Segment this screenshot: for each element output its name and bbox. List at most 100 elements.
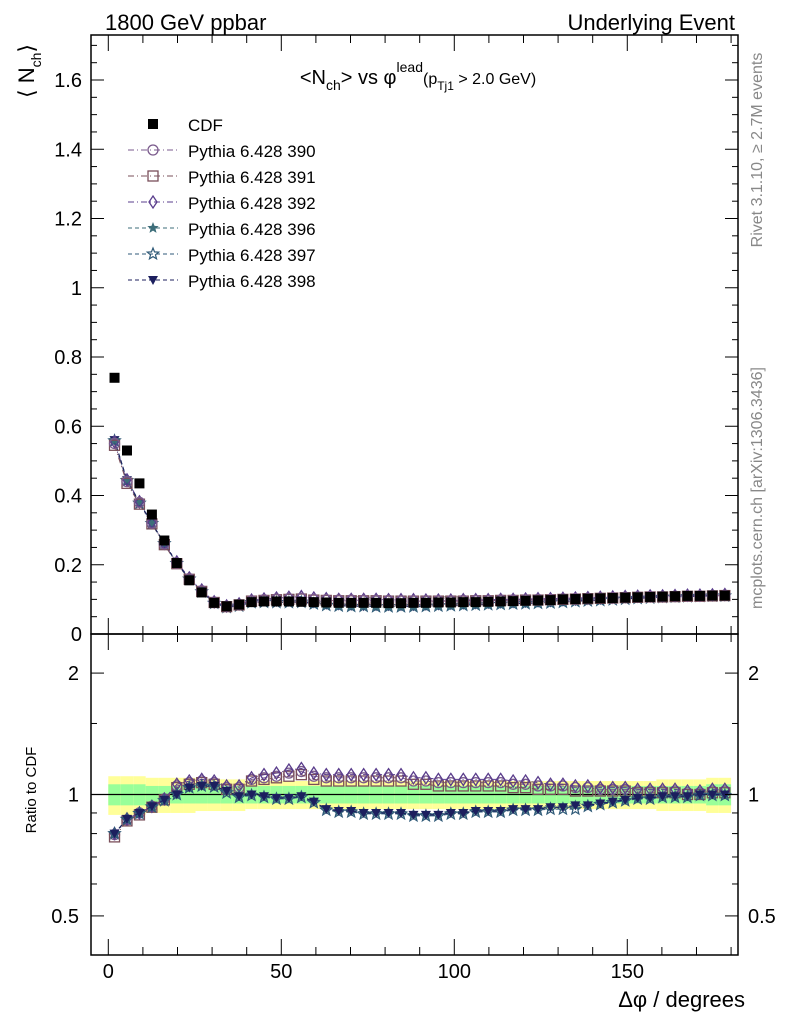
y-tick-label: 1.6 bbox=[54, 70, 82, 92]
ratio-point bbox=[620, 795, 631, 805]
ratio-point bbox=[570, 778, 581, 794]
ratio-point bbox=[445, 780, 457, 792]
ratio-point bbox=[682, 792, 693, 802]
data-point bbox=[632, 592, 643, 603]
data-point bbox=[533, 595, 544, 606]
data-point bbox=[719, 590, 730, 601]
ratio-point bbox=[321, 767, 332, 782]
ratio-point bbox=[159, 795, 170, 805]
ratio-point bbox=[520, 773, 531, 789]
ratio-point bbox=[346, 807, 357, 817]
ratio-point bbox=[520, 805, 531, 815]
side-label-rivet: Rivet 3.1.10, ≥ 2.7M events bbox=[749, 53, 766, 248]
ratio-point bbox=[383, 767, 394, 782]
ratio-point bbox=[558, 777, 568, 792]
series-line bbox=[114, 443, 725, 607]
legend: CDF Pythia 6.428 390 Pythia 6.428 391 Pythi… bbox=[128, 116, 316, 291]
ratio-y-tick-label-right: 2 bbox=[748, 663, 759, 685]
ratio-point bbox=[470, 780, 482, 792]
ratio-point bbox=[308, 773, 320, 786]
ratio-point bbox=[694, 790, 705, 800]
ratio-point bbox=[309, 765, 319, 781]
ratio-point bbox=[457, 780, 469, 792]
legend-marker bbox=[147, 144, 159, 156]
ratio-point bbox=[258, 792, 269, 802]
ratio-point bbox=[321, 805, 332, 815]
main-panel-marks bbox=[107, 372, 733, 614]
data-point bbox=[620, 592, 631, 603]
ratio-point bbox=[445, 808, 456, 818]
ratio-point bbox=[234, 792, 245, 802]
y-tick-label: 1.4 bbox=[54, 139, 82, 161]
legend-label: Pythia 6.428 396 bbox=[188, 220, 316, 239]
ratio-point bbox=[358, 767, 369, 782]
series-6 bbox=[114, 439, 725, 608]
data-point bbox=[508, 596, 519, 607]
ratio-point bbox=[432, 780, 445, 792]
title-mid: > vs φ bbox=[341, 67, 397, 89]
ratio-series-5 bbox=[109, 781, 730, 839]
ratio-point bbox=[532, 783, 544, 795]
ratio-point bbox=[495, 807, 506, 817]
ratio-point bbox=[134, 808, 145, 818]
axes: 0 0.2 0.4 0.6 0.8 1 1.2 1.4 1.6 0.5 0.5 1 1 2 2 0 50 100 1… bbox=[51, 34, 776, 983]
ratio-point bbox=[396, 767, 406, 782]
ratio-point bbox=[245, 775, 258, 787]
title-sup: lead bbox=[397, 59, 423, 75]
series-4 bbox=[114, 439, 725, 608]
ratio-point bbox=[396, 808, 407, 818]
ratio-point bbox=[433, 810, 444, 820]
y-tick-label: 0 bbox=[71, 624, 82, 646]
ratio-point bbox=[433, 772, 444, 787]
ratio-point bbox=[594, 785, 606, 797]
ratio-point bbox=[533, 805, 544, 815]
legend-marker bbox=[147, 170, 159, 182]
data-point bbox=[258, 596, 269, 607]
ratio-point bbox=[370, 775, 382, 787]
ylabel-close: ⟩ bbox=[14, 44, 39, 53]
ratio-point bbox=[446, 772, 456, 787]
x-axis-label: Δφ / degrees bbox=[618, 987, 745, 1012]
data-point bbox=[283, 596, 294, 607]
series-line bbox=[114, 445, 725, 608]
ratio-point bbox=[507, 781, 519, 794]
ratio-point bbox=[458, 808, 469, 818]
ratio-series-line bbox=[114, 767, 725, 834]
ratio-point bbox=[607, 797, 618, 807]
title-sub1: ch bbox=[326, 77, 341, 93]
header-left: 1800 GeV ppbar bbox=[105, 10, 266, 35]
data-point bbox=[657, 591, 668, 602]
ratio-y-tick-label-right: 0.5 bbox=[748, 906, 776, 928]
legend-marker bbox=[148, 119, 158, 129]
ratio-point bbox=[246, 770, 257, 785]
ratio-point bbox=[670, 792, 681, 802]
x-tick-label: 100 bbox=[438, 961, 471, 983]
ylabel-main: ⟨ N bbox=[14, 67, 39, 98]
ratio-point bbox=[582, 801, 593, 811]
series-line bbox=[114, 439, 725, 608]
legend-item: Pythia 6.428 397 bbox=[128, 246, 316, 265]
data-point bbox=[159, 535, 170, 546]
ylabel-sub: ch bbox=[28, 53, 44, 68]
legend-marker bbox=[148, 194, 158, 210]
main-ylabel: ⟨ Nch⟩ bbox=[14, 44, 44, 98]
data-point bbox=[383, 598, 394, 609]
legend-label: Pythia 6.428 391 bbox=[188, 168, 316, 187]
ratio-point bbox=[495, 780, 507, 792]
ratio-point bbox=[184, 783, 195, 793]
title-sub2: Tj1 bbox=[437, 79, 454, 93]
legend-item: Pythia 6.428 391 bbox=[128, 168, 316, 187]
ratio-point bbox=[284, 762, 294, 778]
ratio-point bbox=[346, 767, 356, 782]
series-markers-0 bbox=[109, 372, 730, 612]
ratio-point bbox=[408, 810, 419, 820]
data-point bbox=[396, 598, 407, 609]
y-tick-label: 0.6 bbox=[54, 416, 82, 438]
series-1 bbox=[114, 443, 725, 607]
series-line bbox=[114, 439, 725, 608]
data-point bbox=[420, 597, 431, 608]
data-point bbox=[545, 595, 556, 606]
data-point bbox=[570, 594, 581, 605]
ratio-point bbox=[420, 810, 431, 820]
data-point bbox=[184, 575, 195, 586]
